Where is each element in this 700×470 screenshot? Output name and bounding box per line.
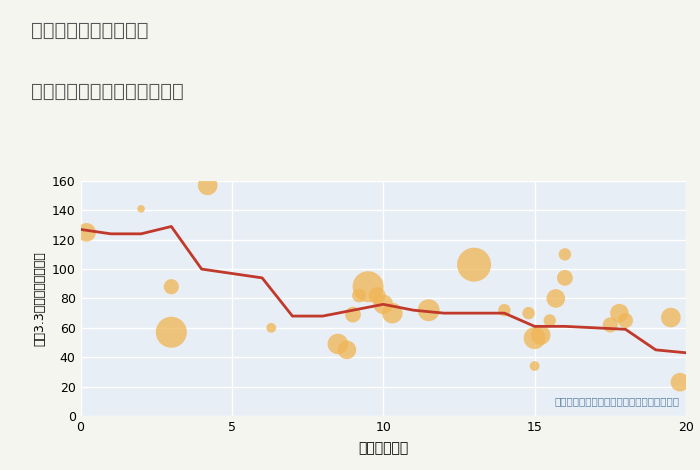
Point (529, 362, 540, 370)
Text: 駅距離別中古マンション価格: 駅距離別中古マンション価格 (32, 82, 184, 101)
Point (265, 324, 276, 332)
Point (363, 283, 374, 290)
Point (498, 306, 510, 314)
Point (81, 228, 92, 236)
Point (166, 283, 177, 290)
Point (559, 274, 570, 282)
Point (523, 309, 534, 317)
Point (468, 261, 480, 268)
Point (620, 317, 631, 324)
Point (378, 301, 389, 308)
Point (605, 321, 616, 329)
Point (372, 292, 383, 299)
Point (674, 378, 685, 386)
X-axis label: 駅距離（分）: 駅距離（分） (358, 441, 408, 455)
Point (136, 205, 147, 212)
Point (202, 181, 214, 189)
Point (166, 329, 177, 336)
Y-axis label: 坪（3.3㎡）単価（万円）: 坪（3.3㎡）単価（万円） (33, 251, 46, 346)
Text: 円の大きさは、取引のあった物件面積を示す: 円の大きさは、取引のあった物件面積を示す (555, 397, 680, 407)
Text: 岐阜県岐阜市大宝町の: 岐阜県岐阜市大宝町の (32, 21, 149, 40)
Point (386, 309, 398, 317)
Point (529, 334, 540, 342)
Point (559, 251, 570, 258)
Point (347, 311, 358, 318)
Point (614, 309, 625, 317)
Point (665, 314, 676, 321)
Point (332, 340, 344, 348)
Point (423, 306, 434, 314)
Point (550, 295, 561, 302)
Point (342, 346, 353, 353)
Point (544, 317, 555, 324)
Point (354, 292, 365, 299)
Point (535, 331, 546, 339)
